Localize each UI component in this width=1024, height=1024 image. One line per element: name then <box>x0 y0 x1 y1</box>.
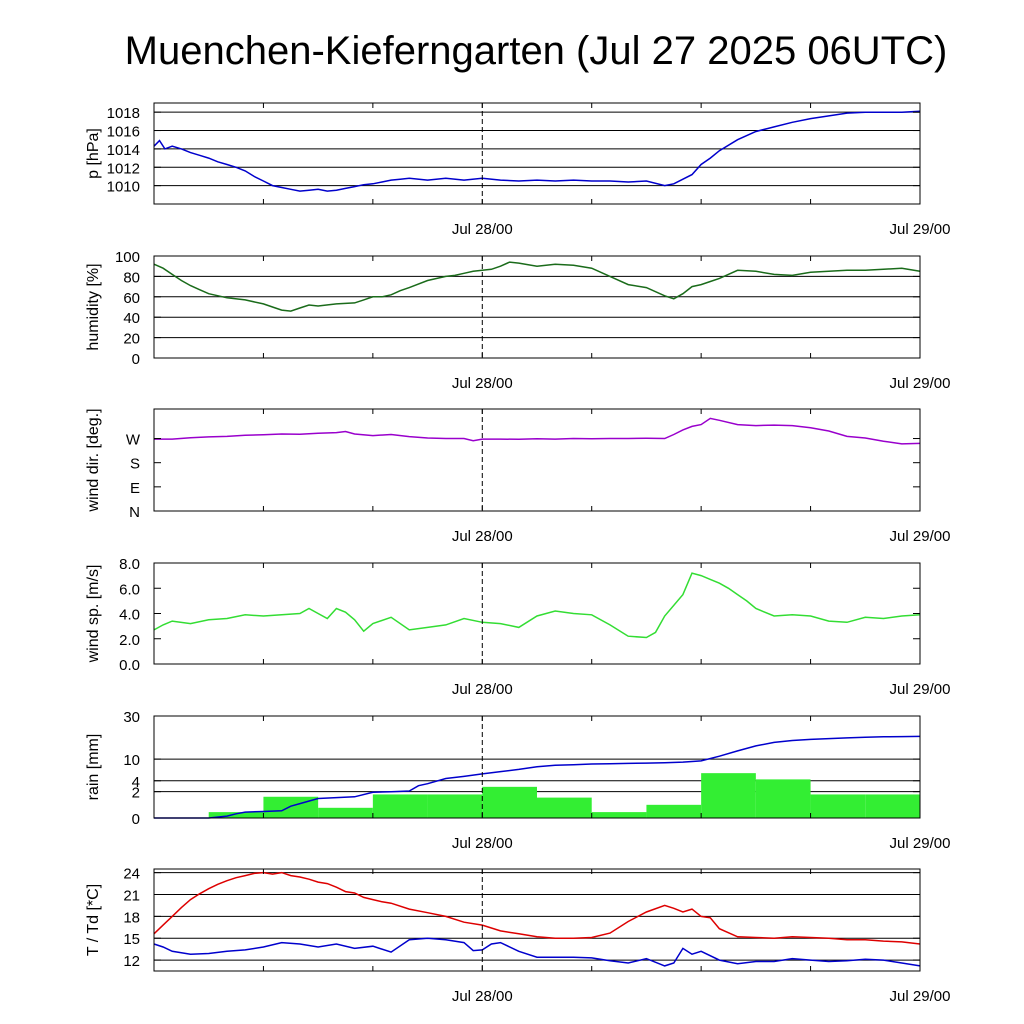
chart-title: Muenchen-Kieferngarten (Jul 27 2025 06UT… <box>125 29 948 73</box>
y-tick-label: 0 <box>132 351 140 368</box>
y-tick-label: 0 <box>132 811 140 828</box>
y-tick-label: 12 <box>123 953 140 970</box>
y-tick-label: 6.0 <box>119 581 140 598</box>
x-tick-label: Jul 29/00 <box>890 988 951 1005</box>
wind_speed-series-0 <box>153 572 921 639</box>
y-tick-label: 1018 <box>107 105 140 122</box>
x-tick-label: Jul 29/00 <box>890 221 951 238</box>
y-tick-label: 40 <box>123 310 140 327</box>
rain-bar <box>482 786 537 818</box>
rain-bar <box>810 794 866 818</box>
rain-bar <box>701 773 756 818</box>
x-tick-label: Jul 28/00 <box>452 988 513 1005</box>
y-tick-label: 8.0 <box>119 556 140 573</box>
y-tick-label: 1016 <box>107 124 140 141</box>
rain-bar <box>755 779 811 818</box>
rain-bar <box>537 797 592 818</box>
y-tick-label: N <box>129 504 140 521</box>
temperature-panel: 12 15 18 21 24 T / Td [*C] Jul 28/00 Jul 29/00 <box>85 866 950 1005</box>
x-tick-label: Jul 28/00 <box>452 375 513 392</box>
y-tick-label: 24 <box>123 866 140 883</box>
rain-bar <box>372 794 428 818</box>
rain-bar <box>865 794 920 818</box>
temperature-series-Td <box>153 937 921 967</box>
rain-bar <box>263 796 319 818</box>
y-tick-label: 100 <box>115 249 140 266</box>
rain-bar <box>646 804 702 818</box>
y-tick-label: E <box>130 480 140 497</box>
y-tick-label: S <box>130 456 140 473</box>
y-tick-label: 10 <box>123 752 140 769</box>
rain-bar <box>318 807 373 818</box>
y-tick-label: 2.0 <box>119 632 140 649</box>
y-tick-label: 1014 <box>107 142 140 159</box>
y-tick-label: 18 <box>123 909 140 926</box>
y-tick-label: 21 <box>123 888 140 905</box>
pressure-series-0 <box>153 110 921 192</box>
plot-frame <box>153 715 921 819</box>
y-tick-label: 2 <box>132 785 140 802</box>
y-tick-label: 4 <box>132 774 140 791</box>
x-tick-label: Jul 29/00 <box>890 375 951 392</box>
y-tick-label: 0.0 <box>119 657 140 674</box>
y-tick-label: W <box>126 432 141 449</box>
temperature-series-T <box>153 871 921 945</box>
humidity-panel: 0 20 40 60 80 100 humidity [%] Jul 28/00 Jul 29/… <box>85 249 950 392</box>
y-axis-label: T / Td [*C] <box>85 884 102 956</box>
plot-frame <box>153 562 921 665</box>
wind_speed-panel: 0.0 2.0 4.0 6.0 8.0 wind sp. [m/s] Jul 28/00 Ju… <box>85 556 950 698</box>
rain-bar <box>427 794 483 818</box>
rain-panel: 0 24 10 30 rain [mm] Jul 28/00 Jul 29/00 <box>85 709 950 852</box>
y-axis-label: rain [mm] <box>85 734 102 801</box>
x-tick-label: Jul 29/00 <box>890 528 951 545</box>
x-tick-label: Jul 29/00 <box>890 681 951 698</box>
y-tick-label: 30 <box>123 709 140 726</box>
plot-frame <box>153 868 921 972</box>
wind_direction-series-0 <box>154 417 921 445</box>
y-axis-label: p [hPa] <box>85 128 102 179</box>
plot-frame <box>153 102 921 205</box>
y-axis-label: wind sp. [m/s] <box>85 565 102 664</box>
y-tick-label: 20 <box>123 331 140 348</box>
x-tick-label: Jul 29/00 <box>890 835 951 852</box>
x-tick-label: Jul 28/00 <box>452 681 513 698</box>
y-tick-label: 1012 <box>107 160 140 177</box>
x-tick-label: Jul 28/00 <box>452 528 513 545</box>
y-axis-label: humidity [%] <box>85 263 102 350</box>
rain-bar <box>208 812 264 818</box>
x-tick-label: Jul 28/00 <box>452 221 513 238</box>
y-tick-label: 80 <box>123 269 140 286</box>
y-tick-label: 4.0 <box>119 607 140 624</box>
plot-frame <box>153 408 921 512</box>
y-tick-label: 60 <box>123 290 140 307</box>
y-tick-label: 15 <box>123 931 140 948</box>
rain-series-accumulated <box>154 735 921 819</box>
humidity-series-0 <box>153 261 921 312</box>
y-axis-label: wind dir. [deg.] <box>85 408 102 512</box>
rain-bar <box>591 812 647 818</box>
y-tick-label: 1010 <box>107 179 140 196</box>
plot-frame <box>153 255 921 359</box>
x-tick-label: Jul 28/00 <box>452 835 513 852</box>
